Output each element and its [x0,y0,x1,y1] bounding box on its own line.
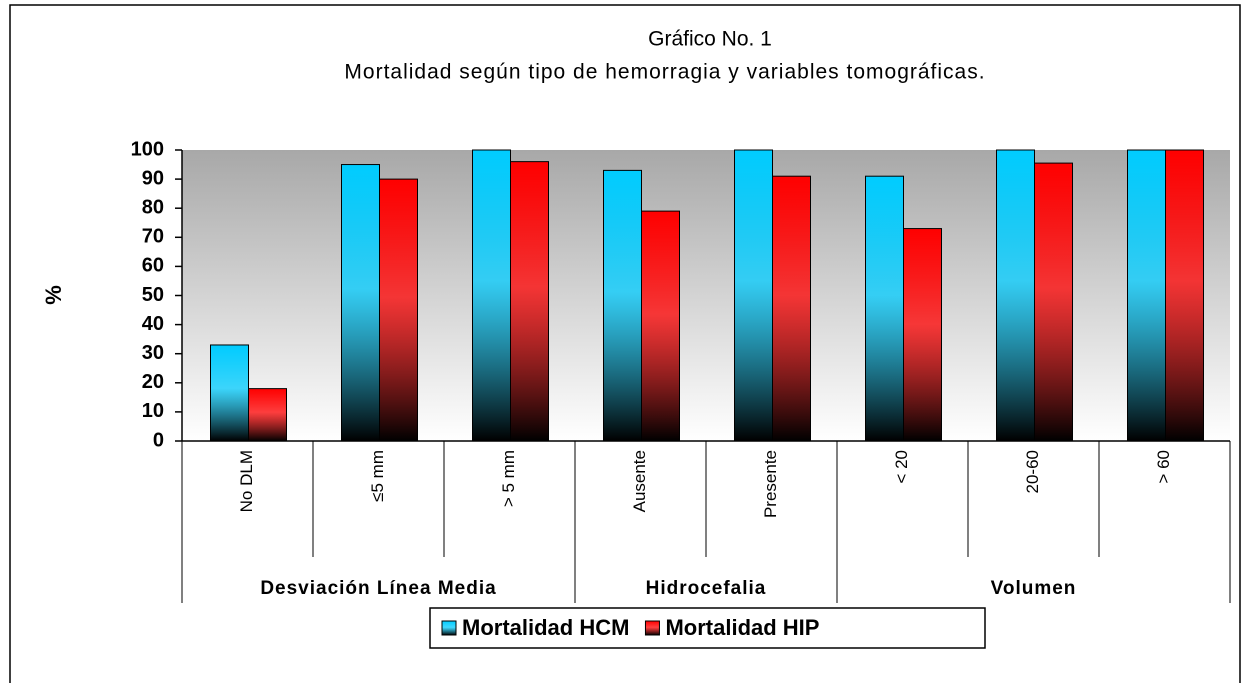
y-axis-label: % [41,285,66,305]
bar [603,169,642,442]
chart-title: Gráfico No. 1 [648,28,772,51]
bar [1165,149,1204,442]
bar [772,175,811,442]
x-tick-label: < 20 [892,450,911,484]
y-tick-label: 60 [142,255,164,277]
x-tick-label: No DLM [237,450,256,512]
y-tick-label: 50 [142,284,164,306]
y-tick-label: 90 [142,167,164,189]
y-tick-label: 80 [142,196,164,218]
x-tick-label: Ausente [630,450,649,512]
x-tick-label: Presente [761,450,780,518]
bar [1127,149,1166,442]
chart-subtitle: Mortalidad según tipo de hemorragia y va… [344,61,985,84]
y-tick-label: 40 [142,313,164,335]
group-label: Desviación Línea Media [260,578,496,599]
bar [472,149,511,442]
bar [734,149,773,442]
legend-box [429,607,986,649]
legend-label: Mortalidad HIP [665,615,819,640]
bar [248,388,287,442]
bar [996,149,1035,442]
y-tick-label: 0 [153,429,164,451]
bar [210,344,249,442]
legend-swatch [441,620,457,636]
bar [379,178,418,442]
group-label: Hidrocefalia [646,578,767,599]
x-tick-label: 20-60 [1023,450,1042,493]
x-tick-label: > 60 [1154,450,1173,484]
bar [1034,162,1073,442]
y-tick-label: 20 [142,371,164,393]
y-tick-label: 70 [142,226,164,248]
bar [510,161,549,442]
bar [641,210,680,442]
y-tick-label: 30 [142,342,164,364]
legend-label: Mortalidad HCM [462,615,629,640]
bar [865,175,904,442]
legend-swatch [644,620,660,636]
y-tick-label: 100 [131,138,164,160]
x-tick-label: > 5 mm [499,450,518,507]
bar [903,228,942,442]
x-tick-label: ≤5 mm [368,450,387,502]
group-label: Volumen [991,578,1077,599]
bar [341,164,380,442]
y-tick-label: 10 [142,400,164,422]
